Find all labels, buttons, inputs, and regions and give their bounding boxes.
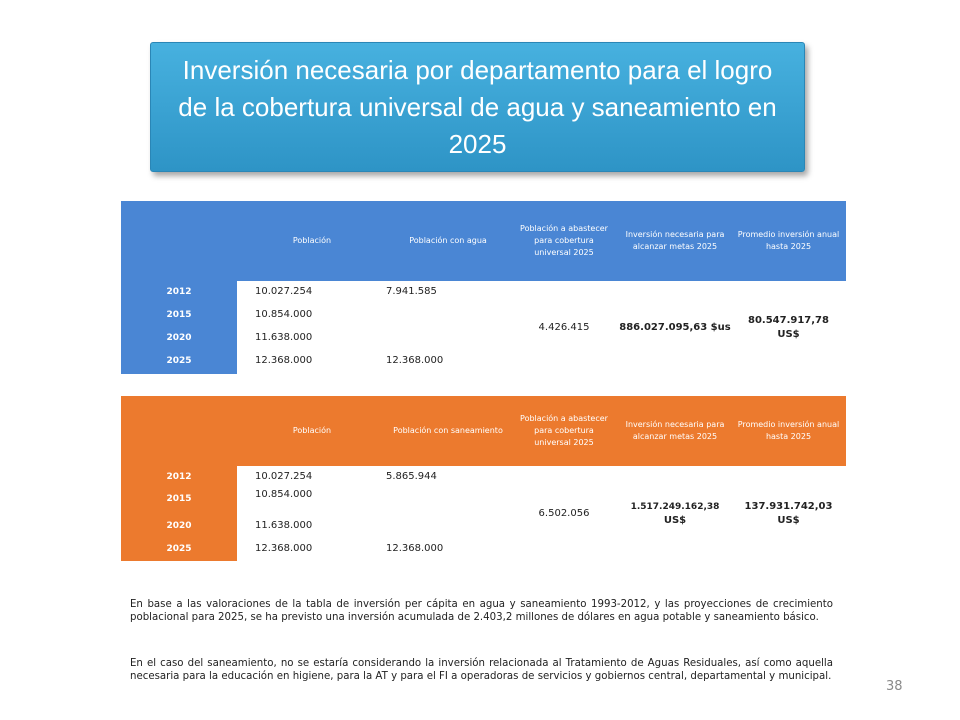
header-annual-average: Promedio inversión anual hasta 2025: [737, 230, 840, 251]
header-population-with-sanitation: Población con saneamiento: [393, 426, 503, 435]
header-population-to-supply: Población a abastecer para cobertura uni…: [520, 224, 608, 257]
annual-average-currency: US$: [777, 328, 800, 340]
year-cell: 2020: [121, 327, 237, 349]
header-annual-average: Promedio inversión anual hasta 2025: [737, 420, 840, 441]
population-cell: 12.368.000: [255, 543, 313, 554]
population-cell: 10.027.254: [255, 286, 313, 297]
header-population: Población: [292, 426, 332, 435]
with-service-cell: 12.368.000: [386, 355, 444, 366]
header-empty-cell: [121, 396, 237, 466]
to-supply-value: 6.502.056: [538, 508, 590, 519]
annual-average-cell: 137.931.742,03 US$: [731, 466, 846, 561]
table-row: 2015: [121, 304, 237, 326]
paragraph-sanitation-note: En el caso del saneamiento, no se estarí…: [130, 658, 833, 682]
table-row: 2015: [121, 488, 237, 510]
sanitation-investment-table: Población Población con saneamiento Pobl…: [121, 396, 846, 561]
investment-currency: US$: [663, 514, 687, 526]
table-row: 2012: [121, 281, 237, 303]
page-number: 38: [886, 679, 903, 694]
annual-average-cell: 80.547.917,78 US$: [731, 281, 846, 374]
annual-average-value: 80.547.917,78: [748, 314, 829, 326]
table-body: 2012 2015 2020 2025 10.027.254 10.854.00…: [121, 281, 846, 374]
table-header-row: Población Población con agua Población a…: [121, 201, 846, 281]
population-cell: 10.027.254: [255, 471, 313, 482]
year-cell: 2012: [121, 466, 237, 488]
paragraph-investment-summary: En base a las valoraciones de la tabla d…: [130, 599, 833, 623]
table-header-row: Población Población con saneamiento Pobl…: [121, 396, 846, 466]
year-cell: 2025: [121, 350, 237, 372]
year-cell: 2015: [121, 304, 237, 326]
to-supply-value: 4.426.415: [538, 322, 590, 333]
water-investment-table: Población Población con agua Población a…: [121, 201, 846, 374]
year-cell: 2025: [121, 538, 237, 560]
year-cell: 2012: [121, 281, 237, 303]
population-cell: 11.638.000: [255, 520, 313, 531]
slide-title-text: Inversión necesaria por departamento par…: [178, 54, 777, 159]
table-row: 2025: [121, 538, 237, 560]
header-population-with-water: Población con agua: [409, 236, 487, 245]
header-population: Población: [292, 236, 332, 245]
to-supply-cell: 4.426.415: [509, 281, 619, 374]
population-cell: 12.368.000: [255, 355, 313, 366]
investment-cell: 886.027.095,63 $us: [619, 281, 731, 374]
table-row: 2020: [121, 327, 237, 349]
investment-value: 1.517.249.162,38: [630, 501, 720, 512]
to-supply-cell: 6.502.056: [509, 466, 619, 561]
population-cell: 11.638.000: [255, 332, 313, 343]
header-population-to-supply: Población a abastecer para cobertura uni…: [520, 414, 608, 447]
year-cell: 2015: [121, 488, 237, 510]
header-investment-needed: Inversión necesaria para alcanzar metas …: [625, 420, 725, 441]
table-body: 2012 2015 2020 2025 10.027.254 10.854.00…: [121, 466, 846, 561]
year-cell: 2020: [121, 515, 237, 537]
investment-cell: 1.517.249.162,38 US$: [619, 466, 731, 561]
header-investment-needed: Inversión necesaria para alcanzar metas …: [625, 230, 725, 251]
annual-average-currency: US$: [777, 514, 800, 526]
population-cell: 10.854.000: [255, 309, 313, 320]
investment-value: 886.027.095,63 $us: [619, 322, 731, 333]
slide-title: Inversión necesaria por departamento par…: [150, 42, 805, 172]
with-service-cell: 7.941.585: [386, 286, 437, 297]
population-cell: 10.854.000: [255, 489, 313, 500]
table-row: 2020: [121, 515, 237, 537]
with-service-cell: 5.865.944: [386, 471, 437, 482]
header-empty-cell: [121, 201, 237, 281]
table-row: 2025: [121, 350, 237, 372]
annual-average-value: 137.931.742,03: [744, 500, 833, 512]
with-service-cell: 12.368.000: [386, 543, 444, 554]
table-row: 2012: [121, 466, 237, 488]
